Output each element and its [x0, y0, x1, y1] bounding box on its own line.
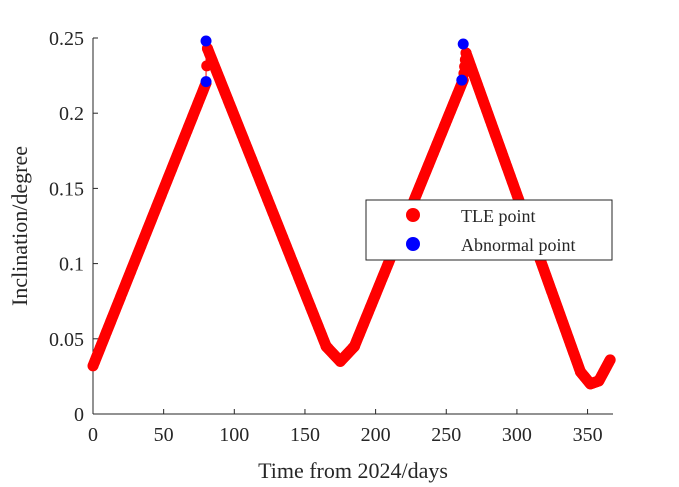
legend-box — [365, 199, 613, 261]
y-tick-label: 0.1 — [59, 254, 84, 276]
abnormal-point — [457, 38, 469, 50]
y-tick-label: 0.25 — [49, 28, 84, 50]
y-tick-label: 0.15 — [49, 178, 84, 200]
x-tick-label: 50 — [154, 424, 174, 446]
abnormal-point — [200, 76, 212, 88]
abnormal-point — [200, 35, 212, 47]
y-tick-label: 0.05 — [49, 329, 84, 351]
y-tick-label: 0 — [74, 404, 84, 426]
abnormal-connectors — [205, 41, 464, 82]
x-tick-label: 350 — [573, 424, 603, 446]
legend-tle-marker — [406, 208, 420, 222]
abnormal-point — [456, 74, 468, 86]
x-tick-label: 100 — [219, 424, 249, 446]
legend: TLE point Abnormal point — [365, 199, 613, 261]
x-tick-label: 200 — [361, 424, 391, 446]
x-tick-label: 250 — [431, 424, 461, 446]
y-axis-label: Inclination/degree — [7, 146, 32, 306]
x-tick-label: 150 — [290, 424, 320, 446]
y-tick-label: 0.2 — [59, 103, 84, 125]
x-axis-label: Time from 2024/days — [258, 458, 448, 483]
abnormal-series — [200, 35, 469, 88]
x-tick-label: 300 — [502, 424, 532, 446]
axis-ticks: 0 50 100 150 200 250 300 350 0 0.05 0.1 0.15 0.2 0.25 — [49, 28, 603, 446]
legend-abnormal-marker — [406, 237, 420, 251]
legend-tle-label: TLE point — [461, 206, 536, 226]
legend-abnormal-label: Abnormal point — [461, 235, 576, 255]
x-tick-label: 0 — [88, 424, 98, 446]
tle-point — [604, 354, 616, 366]
